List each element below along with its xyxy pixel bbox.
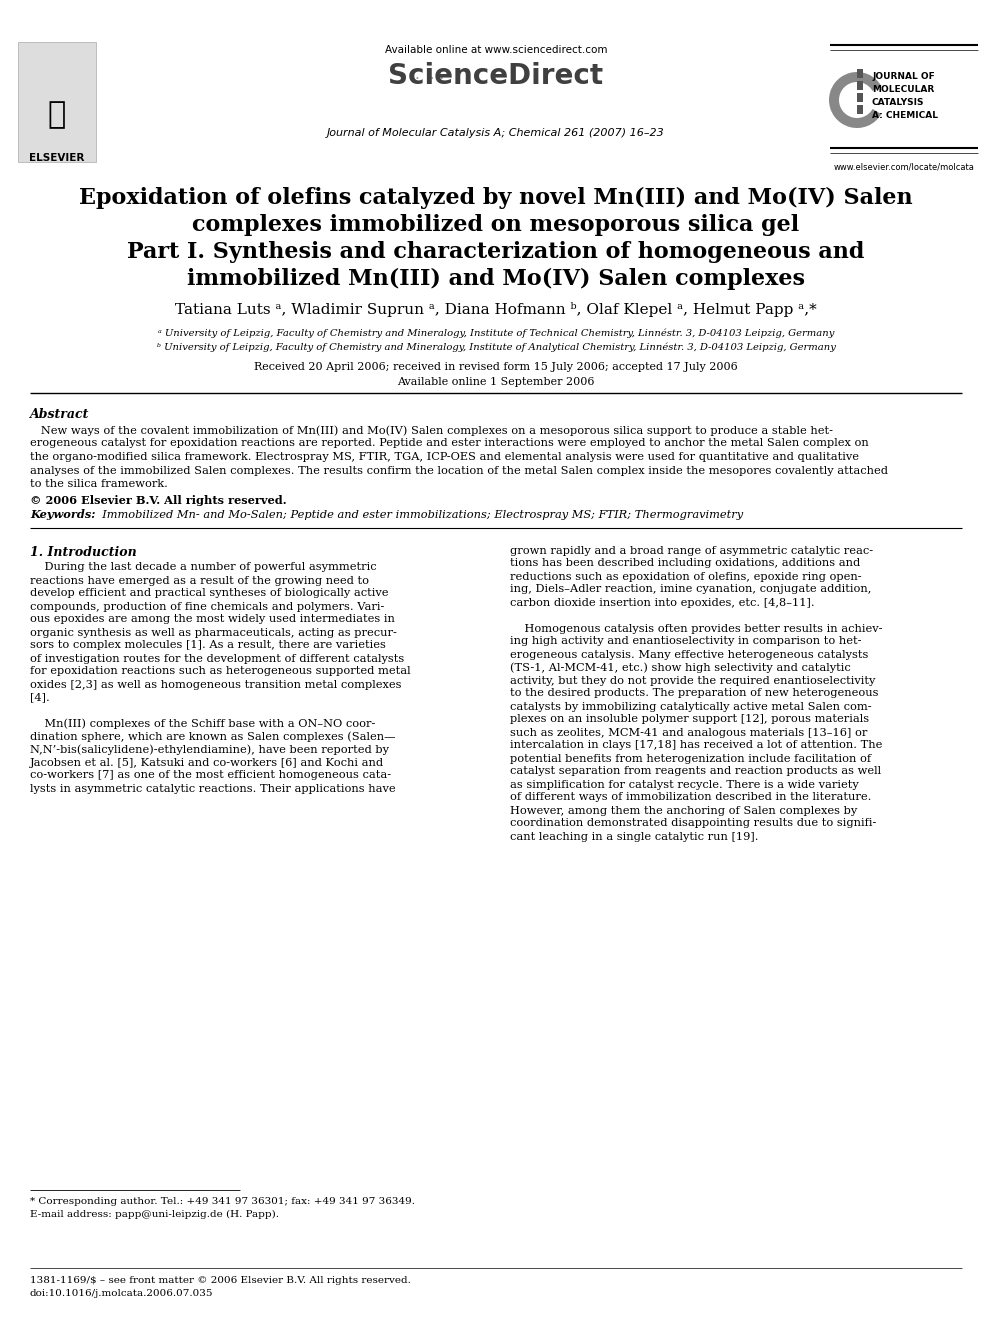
Text: for epoxidation reactions such as heterogeneous supported metal: for epoxidation reactions such as hetero…	[30, 667, 411, 676]
Text: ing high activity and enantioselectivity in comparison to het-: ing high activity and enantioselectivity…	[510, 636, 861, 647]
Text: ous epoxides are among the most widely used intermediates in: ous epoxides are among the most widely u…	[30, 614, 395, 624]
Bar	[857, 81, 863, 90]
Text: MOLECULAR: MOLECULAR	[872, 85, 934, 94]
Text: co-workers [7] as one of the most efficient homogeneous cata-: co-workers [7] as one of the most effici…	[30, 770, 391, 781]
Text: erogeneous catalyst for epoxidation reactions are reported. Peptide and ester in: erogeneous catalyst for epoxidation reac…	[30, 438, 869, 448]
Text: oxides [2,3] as well as homogeneous transition metal complexes: oxides [2,3] as well as homogeneous tran…	[30, 680, 402, 689]
Text: develop efficient and practical syntheses of biologically active: develop efficient and practical synthese…	[30, 589, 389, 598]
Bar	[857, 93, 863, 102]
Text: Part I. Synthesis and characterization of homogeneous and: Part I. Synthesis and characterization o…	[127, 241, 865, 263]
Bar	[857, 69, 863, 78]
Text: to the desired products. The preparation of new heterogeneous: to the desired products. The preparation…	[510, 688, 879, 699]
Text: doi:10.1016/j.molcata.2006.07.035: doi:10.1016/j.molcata.2006.07.035	[30, 1289, 213, 1298]
Text: carbon dioxide insertion into epoxides, etc. [4,8–11].: carbon dioxide insertion into epoxides, …	[510, 598, 814, 607]
Text: cant leaching in a single catalytic run [19].: cant leaching in a single catalytic run …	[510, 831, 759, 841]
Text: Immobilized Mn- and Mo-Salen; Peptide and ester immobilizations; Electrospray MS: Immobilized Mn- and Mo-Salen; Peptide an…	[95, 509, 743, 520]
Text: ELSEVIER: ELSEVIER	[30, 153, 84, 163]
Text: E-mail address: papp@uni-leipzig.de (H. Papp).: E-mail address: papp@uni-leipzig.de (H. …	[30, 1211, 279, 1218]
Text: analyses of the immobilized Salen complexes. The results confirm the location of: analyses of the immobilized Salen comple…	[30, 466, 888, 475]
Text: ᵇ University of Leipzig, Faculty of Chemistry and Mineralogy, Institute of Analy: ᵇ University of Leipzig, Faculty of Chem…	[157, 343, 835, 352]
Text: ·  · ·: · · ·	[416, 71, 444, 87]
Text: (TS-1, Al-MCM-41, etc.) show high selectivity and catalytic: (TS-1, Al-MCM-41, etc.) show high select…	[510, 663, 851, 673]
Text: [4].: [4].	[30, 692, 50, 703]
Bar	[857, 105, 863, 114]
Text: www.elsevier.com/locate/molcata: www.elsevier.com/locate/molcata	[833, 163, 974, 172]
Text: dination sphere, which are known as Salen complexes (Salen—: dination sphere, which are known as Sale…	[30, 732, 396, 742]
Text: catalysts by immobilizing catalytically active metal Salen com-: catalysts by immobilizing catalytically …	[510, 701, 872, 712]
Text: plexes on an insoluble polymer support [12], porous materials: plexes on an insoluble polymer support […	[510, 714, 869, 725]
Text: During the last decade a number of powerful asymmetric: During the last decade a number of power…	[30, 562, 377, 573]
Text: Epoxidation of olefins catalyzed by novel Mn(III) and Mo(IV) Salen: Epoxidation of olefins catalyzed by nove…	[79, 187, 913, 209]
Text: such as zeolites, MCM-41 and analogous materials [13–16] or: such as zeolites, MCM-41 and analogous m…	[510, 728, 867, 737]
Bar	[18, 42, 96, 161]
Text: complexes immobilized on mesoporous silica gel: complexes immobilized on mesoporous sili…	[192, 214, 800, 235]
Text: ing, Diels–Adler reaction, imine cyanation, conjugate addition,: ing, Diels–Adler reaction, imine cyanati…	[510, 585, 871, 594]
Text: Journal of Molecular Catalysis A; Chemical 261 (2007) 16–23: Journal of Molecular Catalysis A; Chemic…	[327, 128, 665, 138]
Text: the organo-modified silica framework. Electrospray MS, FTIR, TGA, ICP-OES and el: the organo-modified silica framework. El…	[30, 452, 859, 462]
Text: 1. Introduction: 1. Introduction	[30, 545, 137, 558]
Text: activity, but they do not provide the required enantioselectivity: activity, but they do not provide the re…	[510, 676, 875, 685]
Text: © 2006 Elsevier B.V. All rights reserved.: © 2006 Elsevier B.V. All rights reserved…	[30, 495, 287, 505]
Text: ScienceDirect: ScienceDirect	[389, 62, 603, 90]
Text: Keywords:: Keywords:	[30, 509, 95, 520]
Text: N,N’-bis(salicylidene)-ethylendiamine), have been reported by: N,N’-bis(salicylidene)-ethylendiamine), …	[30, 745, 389, 755]
Text: compounds, production of fine chemicals and polymers. Vari-: compounds, production of fine chemicals …	[30, 602, 384, 611]
Text: Mn(III) complexes of the Schiff base with a ON–NO coor-: Mn(III) complexes of the Schiff base wit…	[30, 718, 375, 729]
Text: Homogenous catalysis often provides better results in achiev-: Homogenous catalysis often provides bett…	[510, 623, 883, 634]
Text: Received 20 April 2006; received in revised form 15 July 2006; accepted 17 July : Received 20 April 2006; received in revi…	[254, 363, 738, 372]
Text: coordination demonstrated disappointing results due to signifi-: coordination demonstrated disappointing …	[510, 819, 876, 828]
Text: catalyst separation from reagents and reaction products as well: catalyst separation from reagents and re…	[510, 766, 881, 777]
Text: to the silica framework.: to the silica framework.	[30, 479, 168, 490]
Text: sors to complex molecules [1]. As a result, there are varieties: sors to complex molecules [1]. As a resu…	[30, 640, 386, 651]
Text: grown rapidly and a broad range of asymmetric catalytic reac-: grown rapidly and a broad range of asymm…	[510, 545, 873, 556]
Text: intercalation in clays [17,18] has received a lot of attention. The: intercalation in clays [17,18] has recei…	[510, 741, 882, 750]
Text: of investigation routes for the development of different catalysts: of investigation routes for the developm…	[30, 654, 405, 664]
Text: CATALYSIS: CATALYSIS	[872, 98, 925, 107]
Text: erogeneous catalysis. Many effective heterogeneous catalysts: erogeneous catalysis. Many effective het…	[510, 650, 868, 659]
Text: reductions such as epoxidation of olefins, epoxide ring open-: reductions such as epoxidation of olefin…	[510, 572, 862, 582]
Text: of different ways of immobilization described in the literature.: of different ways of immobilization desc…	[510, 792, 871, 803]
Text: However, among them the anchoring of Salen complexes by: However, among them the anchoring of Sal…	[510, 806, 857, 815]
Text: 🌳: 🌳	[48, 101, 66, 130]
Text: A: CHEMICAL: A: CHEMICAL	[872, 111, 938, 120]
Text: * Corresponding author. Tel.: +49 341 97 36301; fax: +49 341 97 36349.: * Corresponding author. Tel.: +49 341 97…	[30, 1197, 415, 1207]
Text: Tatiana Luts ᵃ, Wladimir Suprun ᵃ, Diana Hofmann ᵇ, Olaf Klepel ᵃ, Helmut Papp ᵃ: Tatiana Luts ᵃ, Wladimir Suprun ᵃ, Diana…	[176, 302, 816, 318]
Text: Available online 1 September 2006: Available online 1 September 2006	[397, 377, 595, 388]
Text: as simplification for catalyst recycle. There is a wide variety: as simplification for catalyst recycle. …	[510, 779, 859, 790]
Text: reactions have emerged as a result of the growing need to: reactions have emerged as a result of th…	[30, 576, 369, 586]
Text: JOURNAL OF: JOURNAL OF	[872, 71, 934, 81]
Text: 1381-1169/$ – see front matter © 2006 Elsevier B.V. All rights reserved.: 1381-1169/$ – see front matter © 2006 El…	[30, 1275, 411, 1285]
Text: New ways of the covalent immobilization of Mn(III) and Mo(IV) Salen complexes on: New ways of the covalent immobilization …	[30, 425, 833, 435]
Text: lysts in asymmetric catalytic reactions. Their applications have: lysts in asymmetric catalytic reactions.…	[30, 783, 396, 794]
Text: organic synthesis as well as pharmaceuticals, acting as precur-: organic synthesis as well as pharmaceuti…	[30, 627, 397, 638]
Text: potential benefits from heterogenization include facilitation of: potential benefits from heterogenization…	[510, 754, 871, 763]
Text: Abstract: Abstract	[30, 407, 89, 421]
Text: Jacobsen et al. [5], Katsuki and co-workers [6] and Kochi and: Jacobsen et al. [5], Katsuki and co-work…	[30, 758, 384, 767]
Text: tions has been described including oxidations, additions and: tions has been described including oxida…	[510, 558, 860, 569]
Wedge shape	[829, 71, 881, 128]
Text: Available online at www.sciencedirect.com: Available online at www.sciencedirect.co…	[385, 45, 607, 56]
Text: immobilized Mn(III) and Mo(IV) Salen complexes: immobilized Mn(III) and Mo(IV) Salen com…	[187, 269, 805, 290]
Text: ᵃ University of Leipzig, Faculty of Chemistry and Mineralogy, Institute of Techn: ᵃ University of Leipzig, Faculty of Chem…	[158, 328, 834, 337]
